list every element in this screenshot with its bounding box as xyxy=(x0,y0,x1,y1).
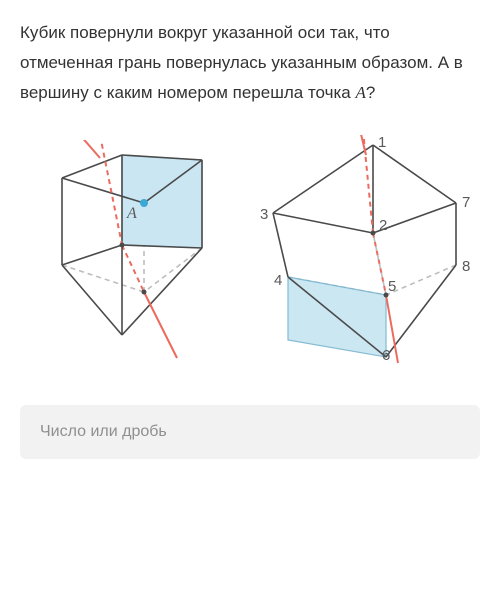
hidden-edge-2 xyxy=(144,248,202,292)
right-cube-svg: 1 2 3 4 5 6 7 8 xyxy=(238,135,478,365)
edge xyxy=(122,248,202,335)
edge-r xyxy=(373,145,456,203)
axis-back xyxy=(122,245,144,292)
question-text: Кубик повернули вокруг указанной оси так… xyxy=(20,18,480,107)
edge xyxy=(62,155,122,178)
question-part-2: ? xyxy=(366,83,375,102)
edge-r xyxy=(386,265,456,357)
edge-r xyxy=(273,213,373,233)
axis-bottom xyxy=(144,292,177,358)
point-a xyxy=(140,199,148,207)
center-dot-2 xyxy=(142,290,147,295)
answer-placeholder: Число или дробь xyxy=(40,423,167,440)
vlabel-5: 5 xyxy=(388,278,396,295)
edge-r xyxy=(273,145,373,213)
vlabel-7: 7 xyxy=(462,194,470,211)
vlabel-2: 2 xyxy=(379,217,387,234)
left-cube: A xyxy=(22,140,222,360)
vlabel-6: 6 xyxy=(382,347,390,364)
vlabel-8: 8 xyxy=(462,258,470,275)
diagram-row: A xyxy=(20,135,480,365)
edge xyxy=(62,245,122,265)
vlabel-1: 1 xyxy=(378,135,386,151)
axis-top xyxy=(80,140,100,158)
left-cube-svg: A xyxy=(22,140,222,360)
right-cube: 1 2 3 4 5 6 7 8 xyxy=(238,135,478,365)
question-variable: A xyxy=(355,83,365,102)
center-dot-r1 xyxy=(371,231,376,236)
answer-input[interactable]: Число или дробь xyxy=(20,405,480,459)
edge-r xyxy=(273,213,288,277)
center-dot-1 xyxy=(120,243,125,248)
vlabel-4: 4 xyxy=(274,272,282,289)
point-a-label: A xyxy=(126,205,137,222)
question-part-1: Кубик повернули вокруг указанной оси так… xyxy=(20,23,463,102)
vlabel-3: 3 xyxy=(260,206,268,223)
